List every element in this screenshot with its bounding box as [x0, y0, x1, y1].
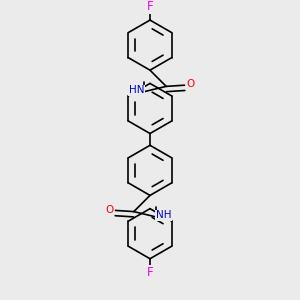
Text: O: O [105, 205, 113, 214]
Text: NH: NH [155, 210, 171, 220]
Text: F: F [147, 0, 153, 13]
Text: HN: HN [129, 85, 145, 95]
Text: O: O [187, 79, 195, 89]
Text: F: F [147, 266, 153, 278]
